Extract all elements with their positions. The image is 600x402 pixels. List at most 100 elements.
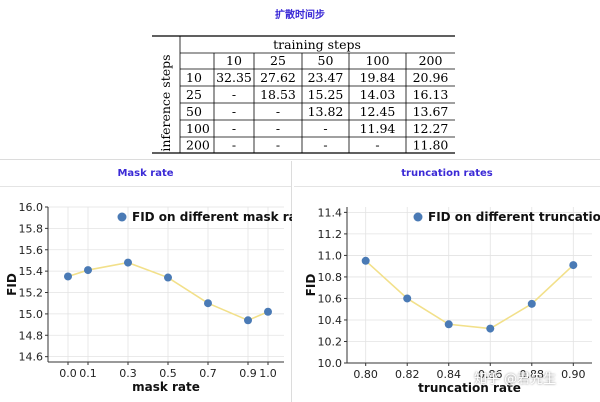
data-point <box>244 316 252 325</box>
table-row-header: 100 <box>186 121 210 136</box>
top-section-title: 扩散时间步 <box>275 10 325 21</box>
table-cell: - <box>232 104 236 119</box>
legend-label: FID on different mask rate <box>132 210 292 224</box>
truncation-title-bar: truncation rates <box>294 161 600 187</box>
data-point <box>569 261 578 270</box>
x-tick-label: 0.88 <box>520 368 545 381</box>
y-tick-label: 10.2 <box>318 335 343 348</box>
table-col-header: 200 <box>419 53 443 68</box>
truncation-section-title: truncation rates <box>401 168 493 179</box>
table-cell: 11.94 <box>360 121 396 136</box>
data-point <box>527 299 536 308</box>
x-axis-title: mask rate <box>132 380 200 394</box>
table-cell: 13.67 <box>413 104 449 119</box>
table-cell: 19.84 <box>360 70 396 85</box>
table-cell: - <box>276 104 280 119</box>
table-row-header: 10 <box>186 70 202 85</box>
table-col-header: 50 <box>318 53 334 68</box>
mask-rate-panel: Mask rate 14.6 14.8 15.0 15.2 15.4 15.6 15.8 16… <box>0 161 292 402</box>
results-table: training steps inference steps 10 25 50 100… <box>152 35 455 154</box>
y-tick-label: 15.2 <box>19 287 44 300</box>
data-point <box>164 273 172 282</box>
table-cell: - <box>323 138 327 153</box>
mask-rate-title-bar: Mask rate <box>0 161 291 187</box>
y-axis-title: FID <box>304 274 318 297</box>
y-tick-label: 15.8 <box>19 222 44 235</box>
x-tick-label: 0.3 <box>119 367 137 380</box>
table-cell: - <box>276 121 280 136</box>
x-tick-label: 0.82 <box>395 368 420 381</box>
y-tick-label: 11.2 <box>318 228 343 241</box>
truncation-panel: truncation rates 10.0 10.2 10.4 10.6 10.8 11.… <box>294 161 600 402</box>
legend-label: FID on different truncation <box>428 210 600 224</box>
table-col-header: 100 <box>366 53 390 68</box>
table-cell: 27.62 <box>260 70 296 85</box>
y-tick-label: 10.8 <box>318 271 343 284</box>
x-tick-label: 0.80 <box>353 368 378 381</box>
y-tick-label: 16.0 <box>19 201 44 214</box>
x-tick-label: 0.9 <box>239 367 257 380</box>
table-row-header: 200 <box>186 138 210 153</box>
top-panel: 扩散时间步 training steps inference steps 10 2… <box>0 0 600 160</box>
table-cell: 16.13 <box>413 87 449 102</box>
x-tick-label: 1.0 <box>259 367 277 380</box>
table-cell: 23.47 <box>308 70 344 85</box>
table-cell: 18.53 <box>260 87 296 102</box>
legend-marker <box>117 212 127 222</box>
table-cell: - <box>323 121 327 136</box>
table-cell: 14.03 <box>360 87 396 102</box>
y-tick-label: 14.8 <box>19 329 44 342</box>
y-tick-label: 14.6 <box>19 351 44 364</box>
table-cell: 12.45 <box>360 104 396 119</box>
y-tick-label: 15.4 <box>19 265 44 278</box>
y-tick-label: 11.0 <box>318 249 343 262</box>
table-cell: 15.25 <box>308 87 344 102</box>
y-tick-label: 15.6 <box>19 244 44 257</box>
table-row-header: 50 <box>186 104 202 119</box>
data-point <box>264 307 272 316</box>
table-cell: - <box>232 121 236 136</box>
x-tick-label: 0.7 <box>199 367 217 380</box>
legend-marker <box>413 212 423 222</box>
x-tick-label: 0.86 <box>478 368 503 381</box>
y-tick-label: 10.0 <box>318 357 343 370</box>
x-tick-label: 0.90 <box>561 368 586 381</box>
y-tick-label: 10.6 <box>318 292 343 305</box>
truncation-chart: 10.0 10.2 10.4 10.6 10.8 11.0 11.2 11.4 0.80 0.82… <box>304 206 600 395</box>
x-tick-label: 0.5 <box>159 367 177 380</box>
y-tick-label: 10.4 <box>318 314 343 327</box>
y-tick-label: 15.0 <box>19 308 44 321</box>
data-point <box>361 256 370 265</box>
watermark: 知乎 @君先生 <box>474 372 557 387</box>
x-tick-label: 0.84 <box>436 368 461 381</box>
x-tick-label: 0.1 <box>79 367 97 380</box>
mask-rate-chart: 14.6 14.8 15.0 15.2 15.4 15.6 15.8 16.0 0.0 0.1 0.… <box>5 201 292 394</box>
table-cell: 32.35 <box>216 70 252 85</box>
table-cell: 11.80 <box>413 138 449 153</box>
table-row-header: 25 <box>186 87 202 102</box>
data-point <box>403 294 412 303</box>
data-point <box>204 299 212 308</box>
table-cell: - <box>375 138 379 153</box>
table-cell: - <box>276 138 280 153</box>
table-cell: 13.82 <box>308 104 344 119</box>
mask-rate-section-title: Mask rate <box>117 168 174 179</box>
series-line <box>365 260 574 330</box>
table-cell: 12.27 <box>413 121 449 136</box>
table-cell: - <box>232 87 236 102</box>
x-tick-label: 0.0 <box>59 367 77 380</box>
y-tick-label: 11.4 <box>318 206 343 219</box>
data-point <box>486 324 495 333</box>
table-cell: - <box>232 138 236 153</box>
x-axis-title: truncation rate <box>418 381 521 395</box>
table-cell: 20.96 <box>413 70 449 85</box>
data-point <box>64 272 72 281</box>
data-point <box>124 258 132 267</box>
y-axis-title: FID <box>5 273 19 296</box>
table-col-header: 10 <box>226 53 242 68</box>
row-group-header: inference steps <box>158 54 173 151</box>
data-point <box>84 266 92 275</box>
data-point <box>444 320 453 329</box>
col-group-header: training steps <box>273 37 361 52</box>
table-col-header: 25 <box>270 53 286 68</box>
